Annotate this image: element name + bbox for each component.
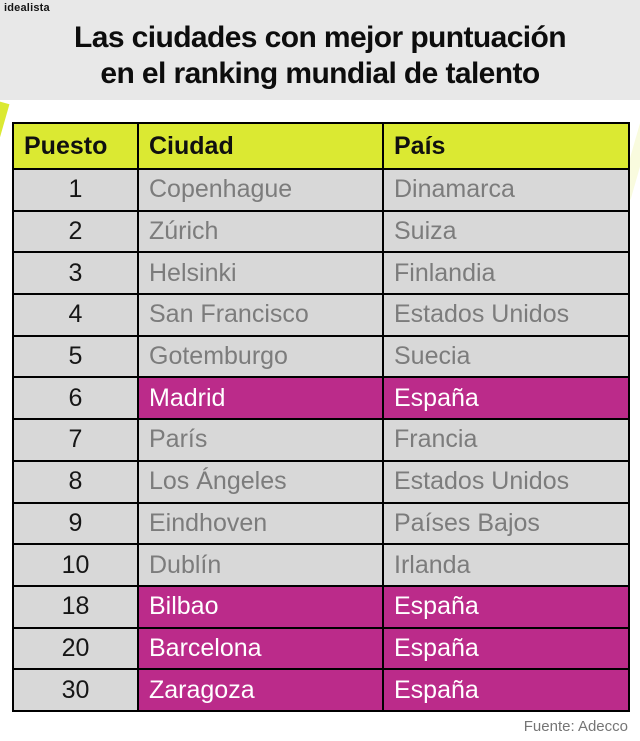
cell-pais: España	[384, 670, 628, 710]
table-row: 4 San Francisco Estados Unidos	[14, 293, 628, 335]
cell-pais: España	[384, 378, 628, 419]
column-header-pais: País	[394, 131, 446, 160]
cell-ciudad: Helsinki	[139, 253, 384, 294]
cell-puesto: 30	[14, 670, 139, 710]
title-line-2: en el ranking mundial de talento	[100, 57, 540, 90]
cell-ciudad: Copenhague	[139, 170, 384, 210]
table-row: 8 Los Ángeles Estados Unidos	[14, 459, 628, 502]
table-row: 10 Dublín Irlanda	[14, 543, 628, 585]
table-header-row: Puesto Ciudad País	[14, 124, 628, 168]
cell-puesto: 9	[14, 503, 139, 544]
lime-accent-left	[0, 101, 10, 137]
cell-ciudad: San Francisco	[139, 295, 384, 335]
cell-puesto: 20	[14, 628, 139, 669]
cell-ciudad: Bilbao	[139, 586, 384, 627]
cell-ciudad: París	[139, 420, 384, 460]
table-row: 3 Helsinki Finlandia	[14, 251, 628, 294]
table-row: 30 Zaragoza España	[14, 668, 628, 710]
table-row: 7 París Francia	[14, 418, 628, 460]
cell-pais: Francia	[394, 425, 478, 454]
cell-ciudad: Gotemburgo	[139, 336, 384, 377]
cell-pais: Estados Unidos	[394, 300, 570, 329]
table-row: 6 Madrid España	[14, 376, 628, 419]
cell-puesto: 2	[14, 211, 139, 252]
title-line-1: Las ciudades con mejor puntuación	[74, 21, 567, 54]
cell-pais: Dinamarca	[394, 175, 515, 204]
cell-pais: Suecia	[394, 342, 471, 371]
cell-pais: España	[384, 628, 628, 669]
column-header-puesto: Puesto	[14, 124, 139, 168]
table-body: 1 Copenhague Dinamarca 2 Zúrich Suiza 3 Helsink…	[14, 168, 628, 710]
cell-pais: Estados Unidos	[394, 467, 570, 496]
cell-puesto: 18	[14, 586, 139, 627]
cell-pais: Suiza	[394, 217, 457, 246]
table-row: 20 Barcelona España	[14, 626, 628, 669]
cell-puesto: 8	[14, 461, 139, 502]
cell-puesto: 7	[14, 420, 139, 460]
cell-pais: Finlandia	[394, 258, 496, 287]
cell-ciudad: Eindhoven	[139, 503, 384, 544]
idealista-logo: idealista	[4, 2, 50, 14]
table-row: 18 Bilbao España	[14, 584, 628, 627]
cell-puesto: 1	[14, 170, 139, 210]
cell-puesto: 6	[14, 378, 139, 419]
table-row: 5 Gotemburgo Suecia	[14, 334, 628, 377]
cell-ciudad: Dublín	[139, 545, 384, 585]
table-row: 1 Copenhague Dinamarca	[14, 168, 628, 210]
cell-pais: Países Bajos	[394, 508, 540, 537]
cell-ciudad: Madrid	[139, 378, 384, 419]
masthead: idealista Las ciudades con mejor puntuac…	[0, 0, 640, 100]
table-row: 9 Eindhoven Países Bajos	[14, 501, 628, 544]
source-credit: Fuente: Adecco	[523, 718, 628, 735]
cell-pais: Irlanda	[394, 550, 471, 579]
cell-ciudad: Barcelona	[139, 628, 384, 669]
cell-puesto: 4	[14, 295, 139, 335]
cell-puesto: 10	[14, 545, 139, 585]
cell-ciudad: Zaragoza	[139, 670, 384, 710]
cell-puesto: 3	[14, 253, 139, 294]
column-header-ciudad: Ciudad	[139, 124, 384, 168]
cell-ciudad: Zúrich	[139, 211, 384, 252]
page-title: Las ciudades con mejor puntuación en el …	[0, 20, 640, 92]
cell-pais: España	[384, 586, 628, 627]
cell-ciudad: Los Ángeles	[139, 461, 384, 502]
table-row: 2 Zúrich Suiza	[14, 209, 628, 252]
talent-ranking-table: Puesto Ciudad País 1 Copenhague Dinamarca 2…	[12, 122, 630, 712]
cell-puesto: 5	[14, 336, 139, 377]
